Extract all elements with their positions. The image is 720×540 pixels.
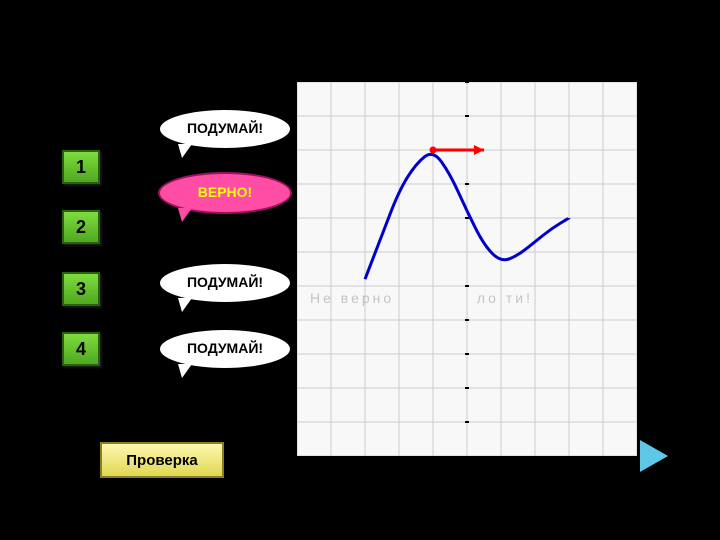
feedback-wrong-bubble: ПОДУМАЙ! — [158, 108, 292, 150]
bubble-tail — [178, 298, 192, 312]
max-point — [430, 147, 437, 154]
next-arrow-button[interactable] — [640, 440, 668, 472]
feedback-label: ПОДУМАЙ! — [187, 275, 263, 290]
option-button-2[interactable]: 2 — [62, 210, 100, 244]
option-button-3[interactable]: 3 — [62, 272, 100, 306]
option-label: 1 — [76, 157, 86, 178]
option-label: 4 — [76, 339, 86, 360]
bubble-tail — [178, 144, 192, 158]
check-button[interactable]: Проверка — [100, 442, 224, 478]
feedback-label: ВЕРНО! — [198, 185, 252, 200]
feedback-wrong-bubble: ПОДУМАЙ! — [158, 328, 292, 370]
bubble-tail — [178, 364, 192, 378]
feedback-label: ПОДУМАЙ! — [187, 341, 263, 356]
feedback-wrong-bubble: ПОДУМАЙ! — [158, 262, 292, 304]
check-label: Проверка — [126, 452, 197, 469]
chart-svg — [297, 82, 637, 456]
feedback-correct-bubble: ВЕРНО! — [158, 172, 292, 214]
chart-grid — [295, 80, 639, 458]
bubble-tail — [178, 208, 192, 222]
tangent-arrowhead — [474, 145, 484, 155]
option-button-1[interactable]: 1 — [62, 150, 100, 184]
option-label: 2 — [76, 217, 86, 238]
option-button-4[interactable]: 4 — [62, 332, 100, 366]
option-label: 3 — [76, 279, 86, 300]
feedback-label: ПОДУМАЙ! — [187, 121, 263, 136]
